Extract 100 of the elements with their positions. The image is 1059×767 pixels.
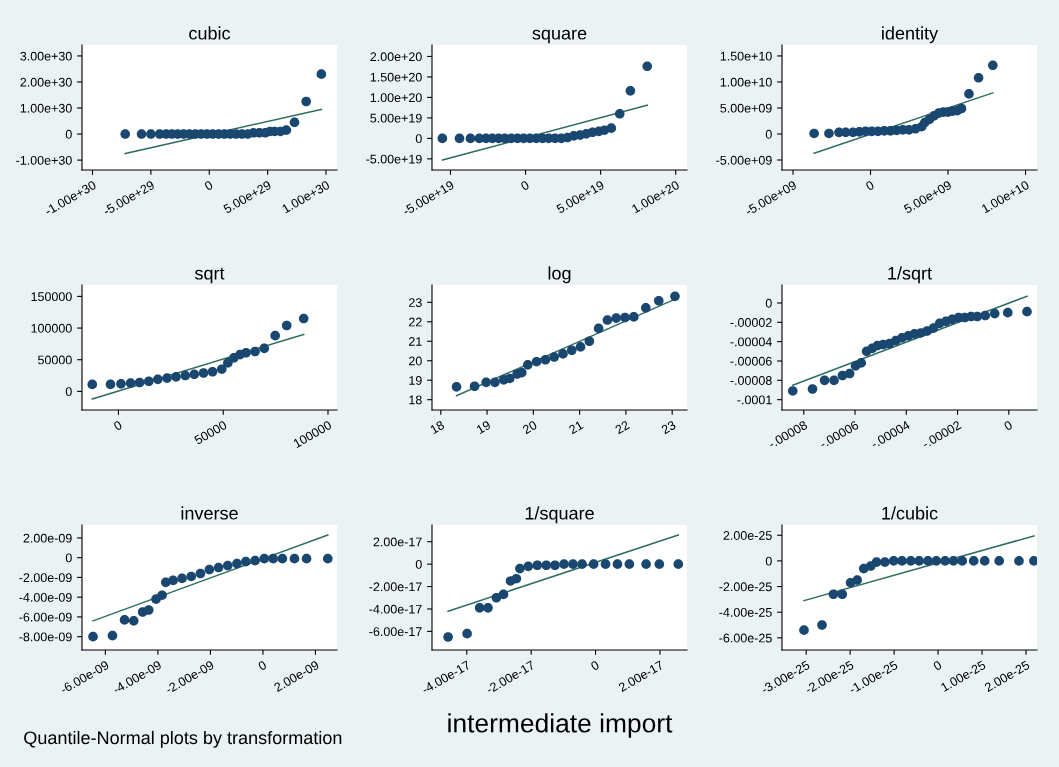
y-tick-label: 1.50e+10 xyxy=(720,51,772,61)
point xyxy=(250,555,260,566)
y-tick-label: -6.00e-25 xyxy=(719,633,772,643)
x-tick-label: 19 xyxy=(476,420,492,435)
y-tick-label: 21 xyxy=(409,337,422,346)
point xyxy=(213,562,224,573)
point xyxy=(451,382,462,392)
point xyxy=(143,605,154,615)
point xyxy=(107,630,118,641)
point xyxy=(177,573,187,584)
y-tick-label: 0 xyxy=(765,556,772,566)
point xyxy=(88,631,98,642)
x-tick-label: 0 xyxy=(1003,420,1013,431)
x-tick-label: 18 xyxy=(429,420,445,435)
point xyxy=(593,323,604,334)
y-tick-label: 150000 xyxy=(31,292,72,302)
point xyxy=(241,556,251,567)
y-tick-label: -6.00e-09 xyxy=(19,612,72,622)
y-tick-label: -2.00e-17 xyxy=(369,582,422,592)
point xyxy=(628,312,639,322)
point xyxy=(250,346,260,357)
y-tick-label: -.00008 xyxy=(730,376,772,385)
y-tick-label: -.00002 xyxy=(730,318,772,327)
y-tick-label: -5.00e+09 xyxy=(716,155,772,165)
y-tick-label: -.00006 xyxy=(730,356,772,366)
point xyxy=(105,379,116,390)
point xyxy=(125,378,136,388)
point xyxy=(144,376,154,387)
point xyxy=(180,370,191,381)
point xyxy=(575,342,586,352)
y-tick-label: 19 xyxy=(409,376,422,385)
point xyxy=(189,369,200,380)
y-tick-label: 1.50e+20 xyxy=(370,72,422,82)
y-tick-label: -.00004 xyxy=(730,337,772,347)
point xyxy=(611,313,621,323)
x-tick-label: 0 xyxy=(257,660,268,671)
point xyxy=(844,368,855,379)
x-tick-label: 22 xyxy=(614,420,630,435)
point xyxy=(259,553,270,564)
x-tick-label: 0 xyxy=(203,180,214,191)
y-tick-label: 0 xyxy=(415,559,422,569)
y-tick-label: 0 xyxy=(415,134,422,144)
point xyxy=(653,295,664,306)
point xyxy=(1002,307,1013,318)
x-tick-label: 0 xyxy=(590,660,600,671)
y-tick-label: -2.00e-25 xyxy=(719,582,772,592)
x-tick-label: 0 xyxy=(113,420,123,431)
point xyxy=(824,128,834,139)
y-tick-label: 1.00e+30 xyxy=(20,103,72,113)
y-tick-label: 2.00e-17 xyxy=(373,537,422,547)
point xyxy=(490,377,500,388)
y-tick-label: 0 xyxy=(65,129,72,139)
point xyxy=(540,354,551,365)
y-tick-label: 1.00e+10 xyxy=(720,77,772,87)
chart-title: identity xyxy=(882,26,939,44)
text: Quantile-Normal plots by transformation xyxy=(24,730,342,748)
point xyxy=(988,60,998,71)
point xyxy=(289,553,300,564)
point xyxy=(298,313,309,324)
y-tick-label: 2.00e-09 xyxy=(23,533,72,543)
point xyxy=(241,347,251,358)
point xyxy=(531,356,542,367)
point xyxy=(980,310,991,321)
point xyxy=(819,375,830,386)
point xyxy=(198,368,209,378)
point xyxy=(259,343,270,354)
point xyxy=(116,378,126,389)
y-tick-label: -5.00e+19 xyxy=(366,154,422,164)
point xyxy=(119,615,130,625)
point xyxy=(1022,306,1032,317)
point xyxy=(558,349,568,359)
point xyxy=(204,564,215,575)
y-tick-label: 18 xyxy=(409,395,422,405)
point xyxy=(829,375,839,386)
y-tick-label: -4.00e-09 xyxy=(19,592,72,602)
y-tick-label: -6.00e-17 xyxy=(369,627,422,637)
point xyxy=(128,616,139,626)
x-tick-label: 0 xyxy=(865,180,875,191)
point xyxy=(277,553,288,564)
point xyxy=(207,366,218,377)
y-tick-label: 50000 xyxy=(38,355,72,365)
x-tick-label: 0 xyxy=(520,180,530,191)
y-tick-label: 2.00e-25 xyxy=(723,531,772,540)
x-tick-label: 0 xyxy=(932,660,943,671)
x-tick-label: 21 xyxy=(568,420,584,435)
chart-title: 1/sqrt xyxy=(888,266,932,284)
point xyxy=(223,358,233,368)
y-tick-label: 2.00e+20 xyxy=(370,52,422,62)
y-tick-label: 0 xyxy=(65,553,72,563)
point xyxy=(270,330,280,341)
point xyxy=(222,560,233,571)
y-tick-label: -8.00e-09 xyxy=(19,632,72,642)
y-tick-label: 5.00e+09 xyxy=(720,103,772,113)
point xyxy=(281,320,292,331)
point xyxy=(620,312,630,323)
y-tick-label: -.0001 xyxy=(737,395,772,405)
y-tick-label: 3.00e+30 xyxy=(20,51,72,61)
y-tick-label: 0 xyxy=(765,129,772,139)
point xyxy=(504,373,515,384)
point xyxy=(584,336,595,347)
